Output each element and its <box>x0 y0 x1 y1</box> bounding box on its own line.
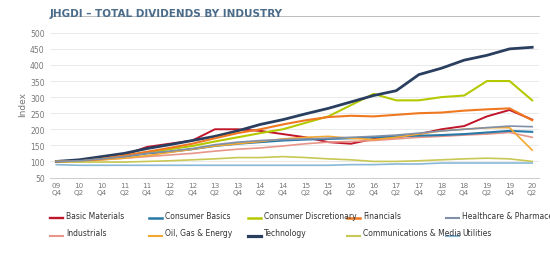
Text: Communications & Media: Communications & Media <box>363 229 461 237</box>
Text: Technology: Technology <box>264 229 307 237</box>
Text: Healthcare & Pharmaceuticals: Healthcare & Pharmaceuticals <box>462 211 550 220</box>
Text: Utilities: Utilities <box>462 229 491 237</box>
Text: Consumer Discretionary: Consumer Discretionary <box>264 211 356 220</box>
Text: Consumer Basics: Consumer Basics <box>165 211 230 220</box>
Text: Oil, Gas & Energy: Oil, Gas & Energy <box>165 229 232 237</box>
Y-axis label: Index: Index <box>18 92 28 117</box>
Text: Financials: Financials <box>363 211 401 220</box>
Text: Basic Materials: Basic Materials <box>66 211 124 220</box>
Text: JHGDI – TOTAL DIVIDENDS BY INDUSTRY: JHGDI – TOTAL DIVIDENDS BY INDUSTRY <box>50 9 283 19</box>
Text: Industrials: Industrials <box>66 229 107 237</box>
